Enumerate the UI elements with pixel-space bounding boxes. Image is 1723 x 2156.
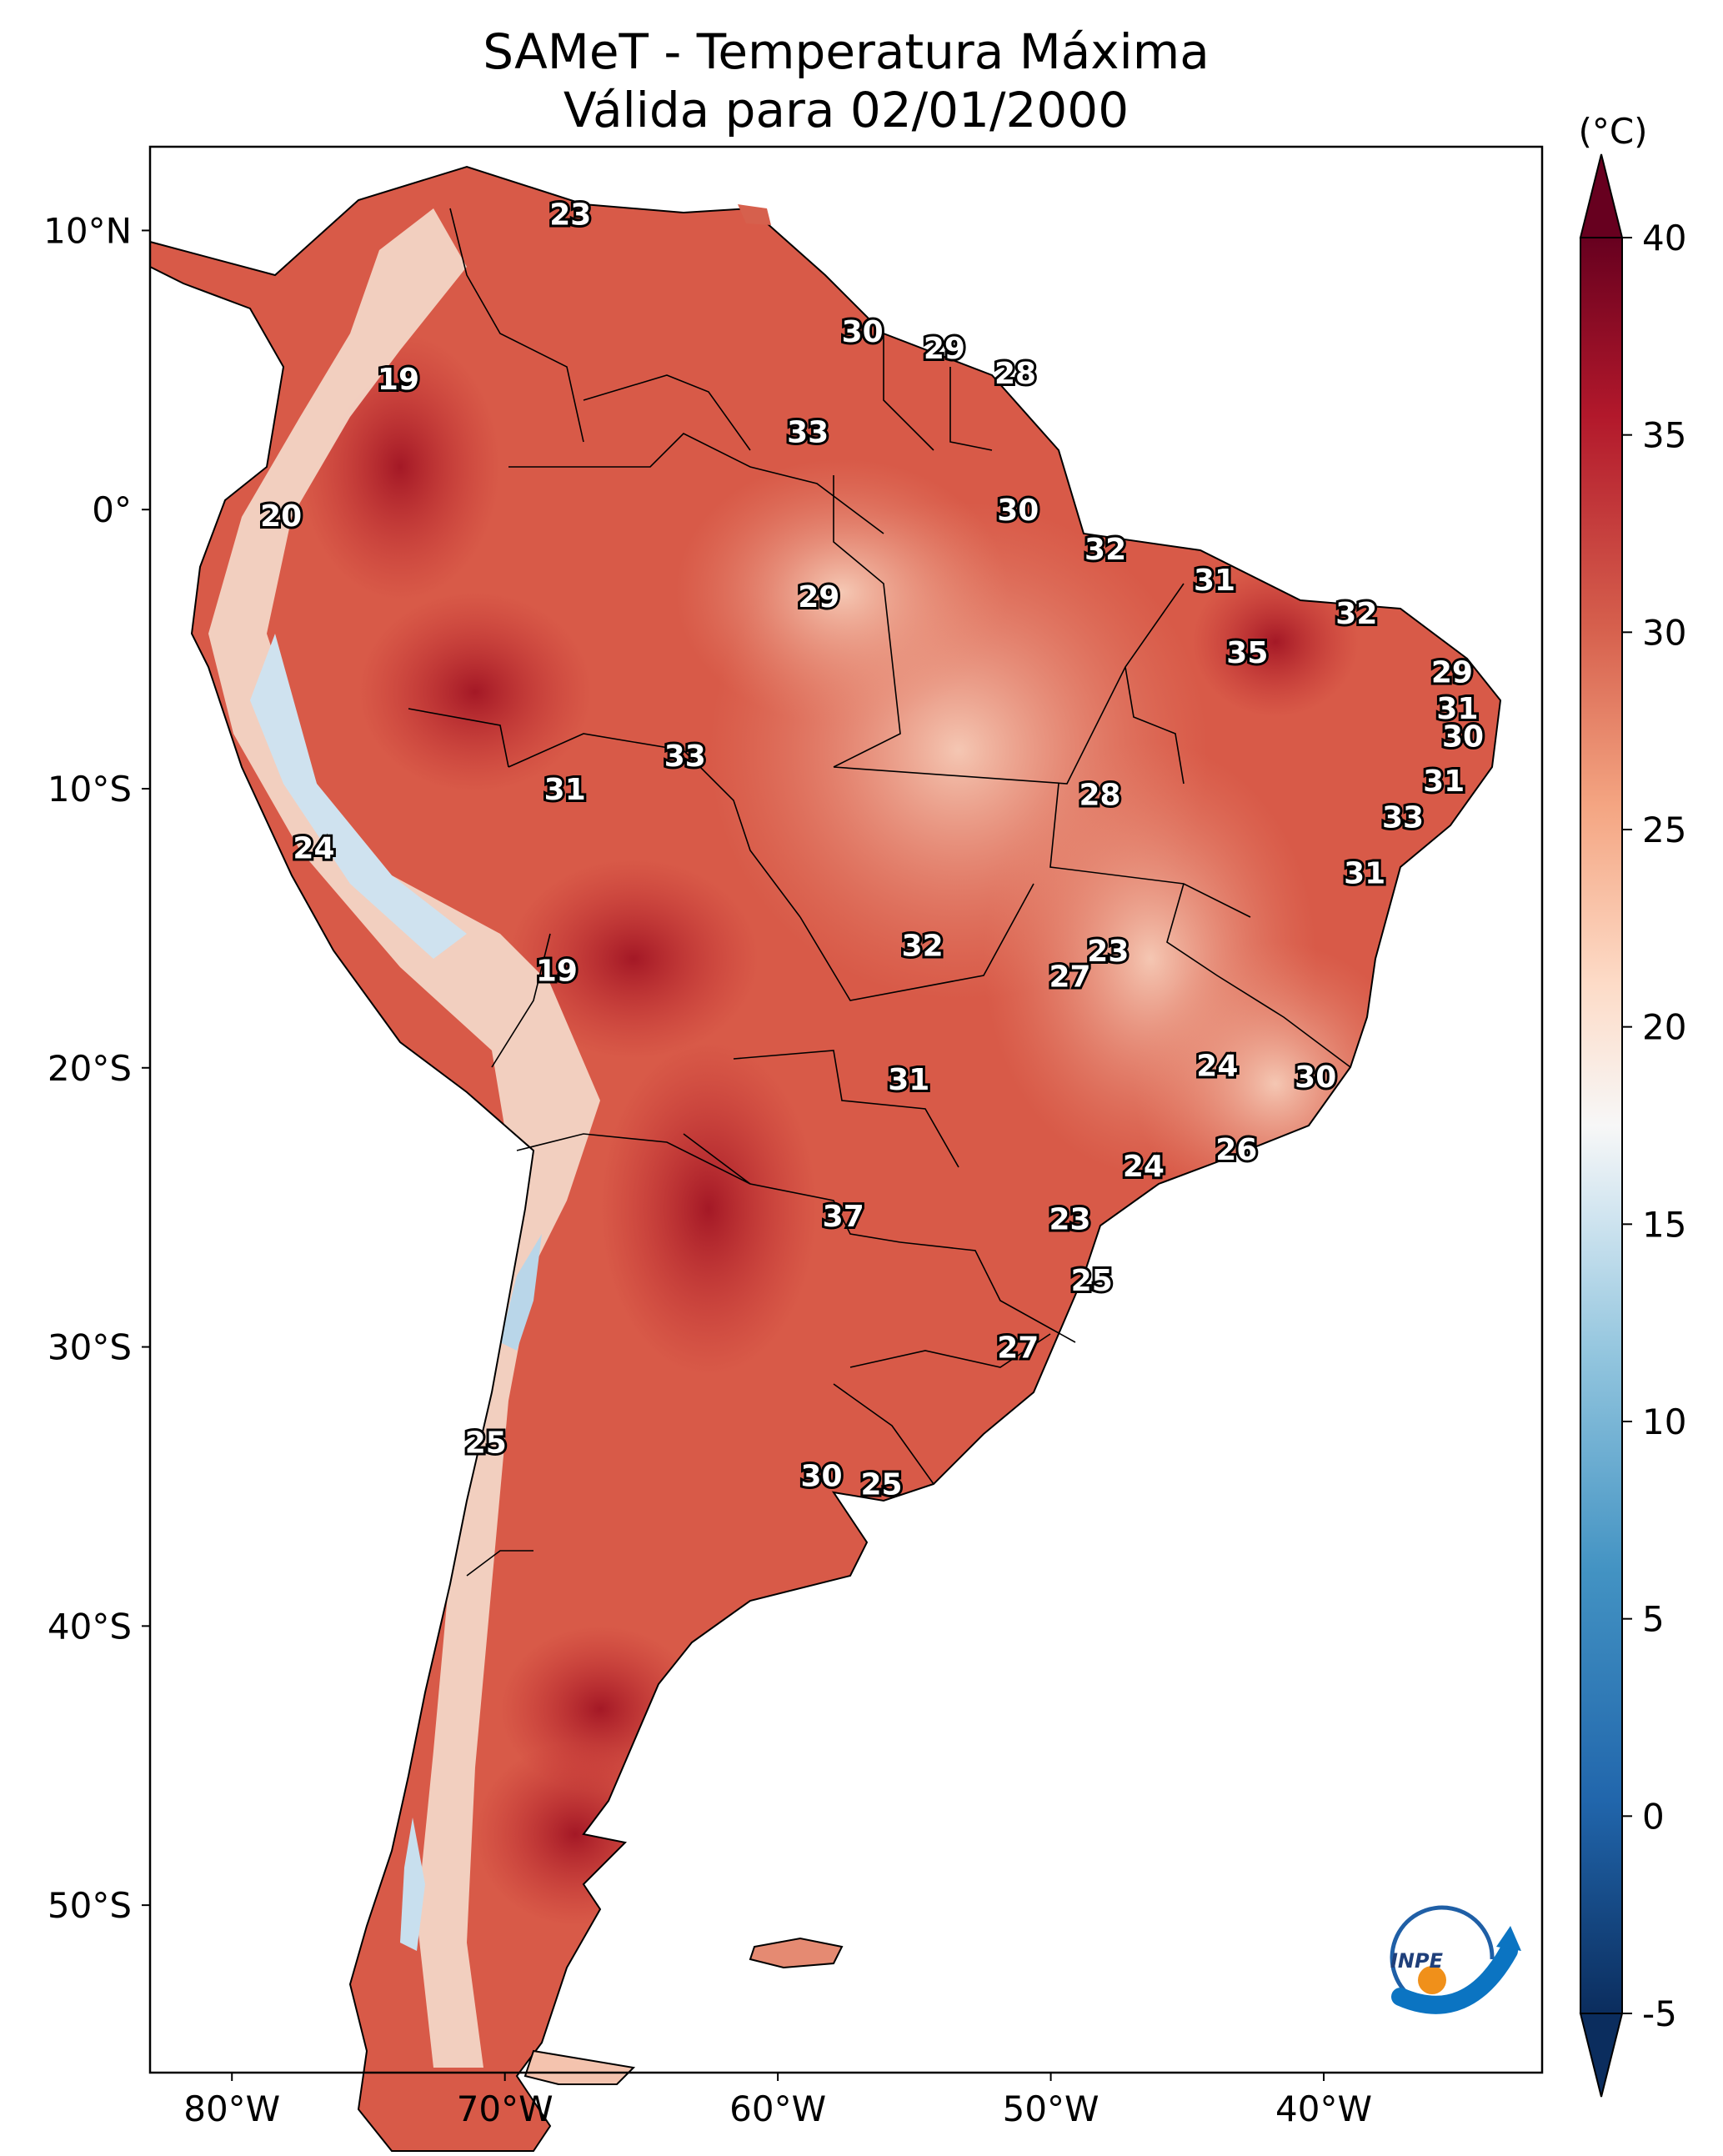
temperature-label: 32 [1084, 533, 1126, 567]
temperature-label: 26 [1215, 1133, 1257, 1167]
temperature-label: 31 [888, 1063, 929, 1097]
temperature-label: 27 [997, 1331, 1039, 1366]
temperature-label: 27 [1049, 960, 1090, 994]
temperature-label: 19 [378, 363, 419, 397]
inpe-logo: INPE [1390, 1905, 1521, 2014]
temperature-label: 28 [994, 357, 1036, 391]
falkland-islands [749, 1937, 844, 1969]
colorbar-unit: (°C) [1578, 111, 1647, 152]
temperature-label: 23 [1049, 1203, 1090, 1237]
temperature-label: 25 [861, 1468, 903, 1502]
lon-tick-label: 50°W [1003, 2088, 1099, 2129]
colorbar-upper-extend [1579, 153, 1624, 238]
country-borders [408, 208, 1351, 1577]
lat-tick-label: 40°S [48, 1606, 132, 1647]
temperature-label: 23 [549, 198, 591, 232]
lon-tick-label: 60°W [729, 2088, 826, 2129]
colorbar-lower-extend [1579, 2013, 1624, 2098]
temperature-label: 29 [924, 332, 965, 366]
temperature-label: 25 [465, 1426, 507, 1460]
logo-text: INPE [1390, 1949, 1444, 1973]
temperature-label: 24 [1123, 1150, 1165, 1184]
temperature-label: 20 [260, 499, 302, 534]
temperature-label: 37 [823, 1200, 864, 1234]
temperature-label: 30 [800, 1460, 842, 1494]
temperature-label: 31 [544, 773, 586, 807]
colorbar-tick-label: 15 [1642, 1204, 1686, 1245]
temperature-label: 31 [1423, 765, 1465, 799]
lat-tick-label: 10°S [48, 769, 132, 810]
temperature-label: 24 [293, 831, 334, 865]
colorbar: (°C) 40 35 30 25 20 15 10 5 0 -5 [1578, 111, 1686, 2098]
logo-arrow-icon [1496, 1926, 1521, 1951]
temperature-label: 32 [902, 929, 944, 963]
temperature-label: 30 [997, 494, 1039, 528]
colorbar-tick-label: -5 [1642, 1993, 1677, 2034]
colorbar-ticks: 40 35 30 25 20 15 10 5 0 -5 [1622, 218, 1686, 2034]
tierra-del-fuego [523, 2049, 636, 2085]
temperature-label: 33 [787, 415, 829, 449]
colorbar-tick-label: 10 [1642, 1401, 1686, 1442]
temperature-label: 23 [1087, 935, 1129, 969]
temperature-label: 30 [842, 315, 884, 349]
logo-orbit-ring [1390, 1905, 1495, 2003]
colorbar-tick-label: 5 [1642, 1599, 1665, 1640]
colorbar-tick-label: 40 [1642, 218, 1686, 258]
temperature-label: 30 [1295, 1060, 1336, 1095]
lat-tick-label: 0° [92, 489, 132, 530]
temperature-label: 33 [1382, 800, 1424, 835]
temperature-label: 24 [1196, 1049, 1238, 1083]
trinidad-island [738, 204, 771, 225]
temperature-label: 25 [1071, 1264, 1113, 1298]
lat-tick-label: 10°N [43, 210, 132, 251]
temperature-label: 28 [1079, 779, 1120, 813]
colorbar-tick-label: 30 [1642, 612, 1686, 653]
map-title: SAMeT - Temperatura Máxima [483, 23, 1210, 80]
temperature-label: 31 [1344, 856, 1385, 890]
temperature-label: 35 [1226, 636, 1268, 670]
temperature-label: 30 [1442, 720, 1484, 754]
lat-tick-label: 20°S [48, 1048, 132, 1089]
lat-tick-label: 30°S [48, 1327, 132, 1368]
temperature-label: 19 [536, 955, 578, 989]
lon-tick-label: 40°W [1275, 2088, 1372, 2129]
map-frame [148, 145, 1544, 2074]
colorbar-tick-label: 0 [1642, 1796, 1665, 1837]
lat-tick-label: 50°S [48, 1885, 132, 1926]
temperature-label: 29 [1431, 655, 1473, 689]
temperature-label: 32 [1335, 597, 1377, 631]
colorbar-tick-label: 35 [1642, 415, 1686, 456]
colorbar-tick-label: 20 [1642, 1007, 1686, 1048]
temperature-label: 31 [1194, 564, 1235, 598]
longitude-axis: 80°W 70°W 60°W 50°W 40°W [183, 2073, 1372, 2129]
lon-tick-label: 70°W [457, 2088, 553, 2129]
lon-tick-label: 80°W [183, 2088, 280, 2129]
colorbar-gradient [1580, 237, 1623, 2014]
temperature-label: 29 [798, 580, 839, 614]
temperature-label: 31 [1436, 692, 1478, 726]
latitude-axis: 10°N 0° 10°S 20°S 30°S 40°S 50°S [43, 210, 150, 1926]
colorbar-tick-label: 25 [1642, 810, 1686, 850]
logo-swoosh [1391, 1942, 1518, 2014]
temperature-label: 33 [664, 740, 706, 774]
map-subtitle: Válida para 02/01/2000 [563, 82, 1129, 138]
logo-orange-dot [1418, 1966, 1446, 1994]
